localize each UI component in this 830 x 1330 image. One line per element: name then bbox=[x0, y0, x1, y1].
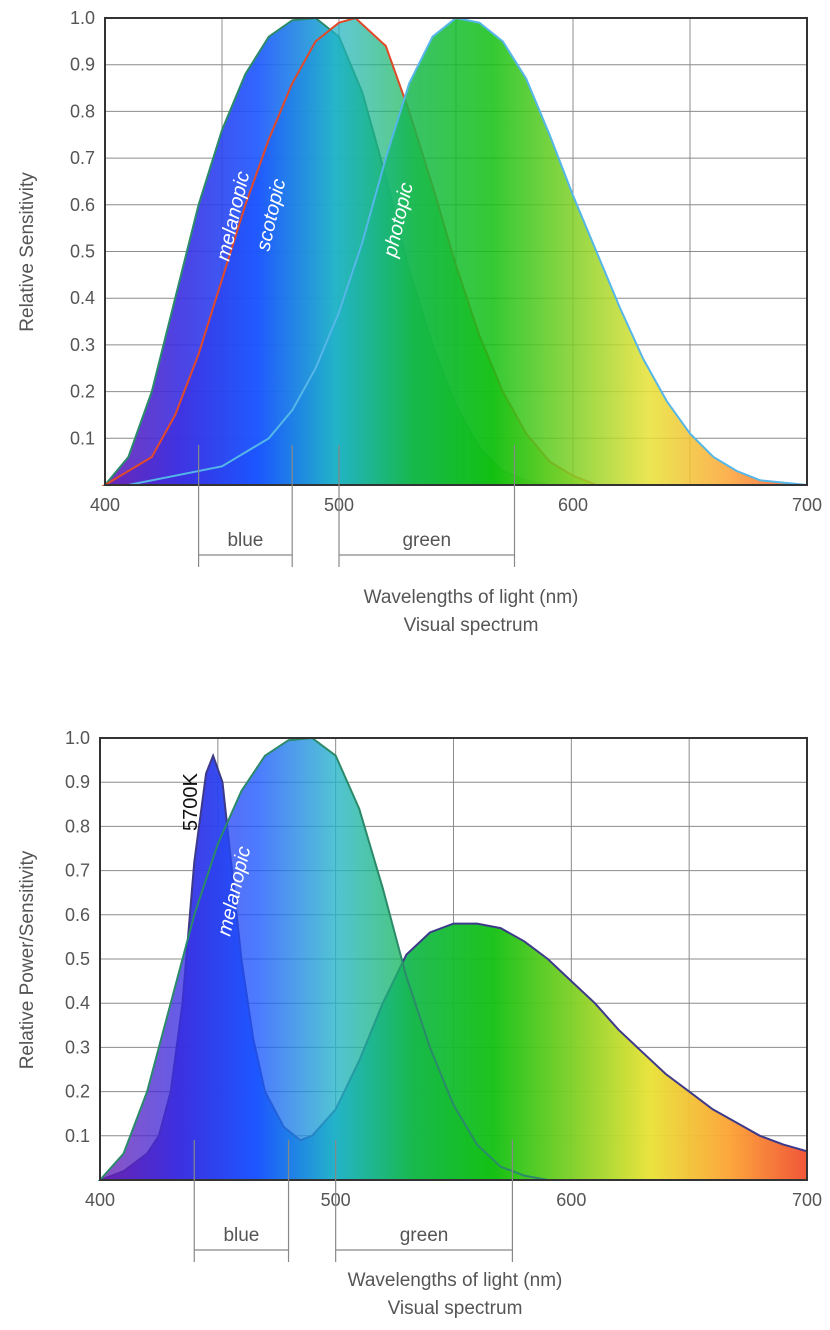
y-tick-label: 0.1 bbox=[70, 428, 95, 448]
y-tick-label: 0.5 bbox=[65, 949, 90, 969]
y-tick-label: 0.8 bbox=[65, 816, 90, 836]
x-tick-label: 700 bbox=[792, 495, 822, 515]
y-axis-label: Relative Sensitivity bbox=[17, 172, 38, 332]
band-label-blue: blue bbox=[227, 530, 263, 551]
x-axis-label-line2: Visual spectrum bbox=[404, 615, 539, 636]
y-tick-label: 1.0 bbox=[70, 8, 95, 28]
x-axis-label-line1: Wavelengths of light (nm) bbox=[364, 587, 579, 608]
series-label-5700k: 5700K bbox=[180, 773, 202, 831]
band-label-blue: blue bbox=[223, 1225, 259, 1246]
band-label-green: green bbox=[402, 530, 451, 551]
x-axis-label-line2: Visual spectrum bbox=[388, 1298, 523, 1319]
y-tick-label: 0.2 bbox=[65, 1082, 90, 1102]
band-label-green: green bbox=[400, 1225, 449, 1246]
y-tick-label: 0.2 bbox=[70, 382, 95, 402]
y-tick-label: 0.3 bbox=[65, 1037, 90, 1057]
y-tick-label: 1.0 bbox=[65, 728, 90, 748]
y-tick-label: 0.3 bbox=[70, 335, 95, 355]
series-area-photopic bbox=[128, 16, 808, 486]
x-tick-label: 400 bbox=[85, 1190, 115, 1210]
y-tick-label: 0.8 bbox=[70, 101, 95, 121]
y-tick-label: 0.1 bbox=[65, 1126, 90, 1146]
y-axis-label: Relative Power/Sensitivity bbox=[17, 850, 38, 1069]
x-tick-label: 600 bbox=[558, 495, 588, 515]
y-tick-label: 0.9 bbox=[65, 772, 90, 792]
y-tick-label: 0.6 bbox=[65, 905, 90, 925]
x-tick-label: 600 bbox=[556, 1190, 586, 1210]
y-tick-label: 0.5 bbox=[70, 242, 95, 262]
x-axis-label-line1: Wavelengths of light (nm) bbox=[348, 1270, 563, 1291]
y-tick-label: 0.4 bbox=[70, 288, 95, 308]
plot-frame bbox=[99, 737, 808, 1181]
y-tick-label: 0.4 bbox=[65, 993, 90, 1013]
x-tick-label: 700 bbox=[792, 1190, 822, 1210]
y-tick-label: 0.6 bbox=[70, 195, 95, 215]
y-tick-label: 0.9 bbox=[70, 55, 95, 75]
x-tick-label: 400 bbox=[90, 495, 120, 515]
y-tick-label: 0.7 bbox=[70, 148, 95, 168]
y-tick-label: 0.7 bbox=[65, 861, 90, 881]
plot-frame bbox=[104, 17, 808, 486]
